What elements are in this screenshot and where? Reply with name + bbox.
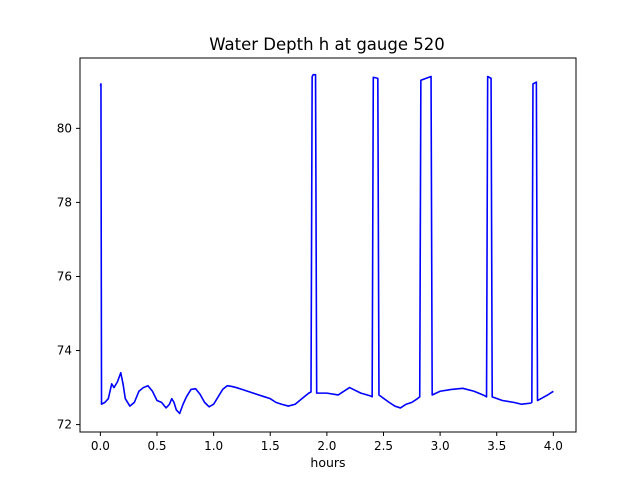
x-tick-label: 1.5 <box>261 439 280 453</box>
y-tick-label: 72 <box>57 418 72 432</box>
chart-title: Water Depth h at gauge 520 <box>209 35 444 54</box>
y-axis: 72 74 76 78 80 <box>57 121 80 432</box>
x-tick-label: 2.5 <box>374 439 393 453</box>
y-tick-label: 80 <box>57 121 72 135</box>
y-tick-label: 76 <box>57 269 72 283</box>
axes-frame <box>79 57 577 433</box>
x-tick-label: 3.0 <box>431 439 450 453</box>
x-axis: 0.0 0.5 1.0 1.5 2.0 2.5 3.0 3.5 4.0 <box>91 432 563 453</box>
series-line-water-depth <box>99 73 554 415</box>
x-tick-label: 1.0 <box>204 439 223 453</box>
x-tick-label: 0.5 <box>147 439 166 453</box>
x-tick-label: 2.0 <box>317 439 336 453</box>
x-tick-label: 4.0 <box>544 439 563 453</box>
plot-area <box>79 57 577 433</box>
y-tick-label: 78 <box>57 195 72 209</box>
x-tick-label: 3.5 <box>487 439 506 453</box>
x-tick-label: 0.0 <box>91 439 110 453</box>
x-axis-label: hours <box>310 455 345 470</box>
y-tick-label: 74 <box>57 344 72 358</box>
